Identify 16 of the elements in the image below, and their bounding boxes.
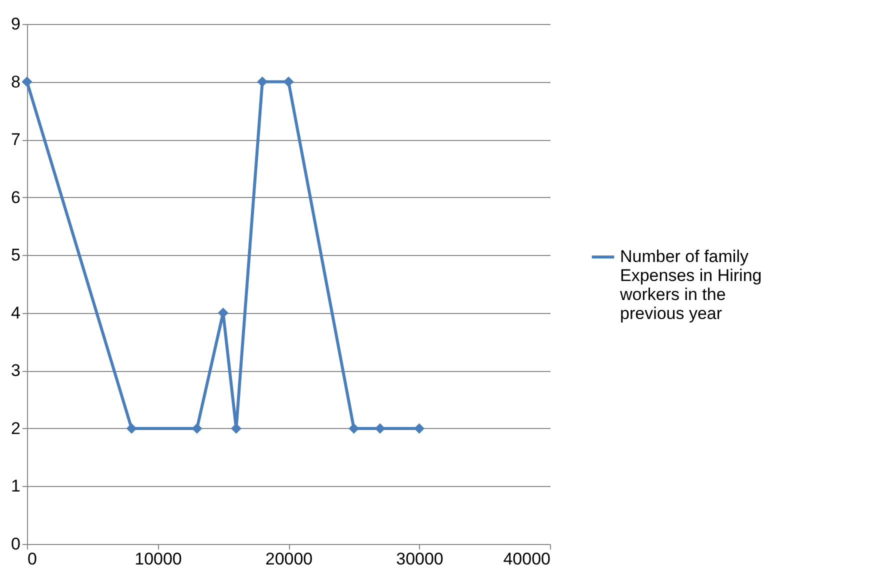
x-tick-label: 0 — [28, 550, 37, 568]
y-tick-label: 9 — [11, 14, 20, 34]
legend-label: Number of family Expenses in Hiring workers in the previous year — [619, 247, 762, 323]
y-tick-label: 0 — [11, 534, 20, 554]
x-tick-label: 20000 — [265, 550, 313, 568]
y-tick-label: 6 — [11, 188, 20, 207]
y-tick-label: 5 — [11, 246, 20, 265]
y-tick-label: 4 — [11, 303, 20, 322]
y-tick-label: 1 — [11, 476, 20, 496]
x-tick-label: 40000 — [503, 550, 550, 568]
y-tick-label: 8 — [11, 72, 20, 92]
x-tick-label: 30000 — [396, 550, 444, 568]
y-tick-label: 2 — [11, 418, 20, 438]
x-tick-label: 10000 — [134, 550, 182, 568]
y-tick-label: 3 — [11, 361, 20, 380]
y-tick-label: 7 — [11, 130, 20, 150]
